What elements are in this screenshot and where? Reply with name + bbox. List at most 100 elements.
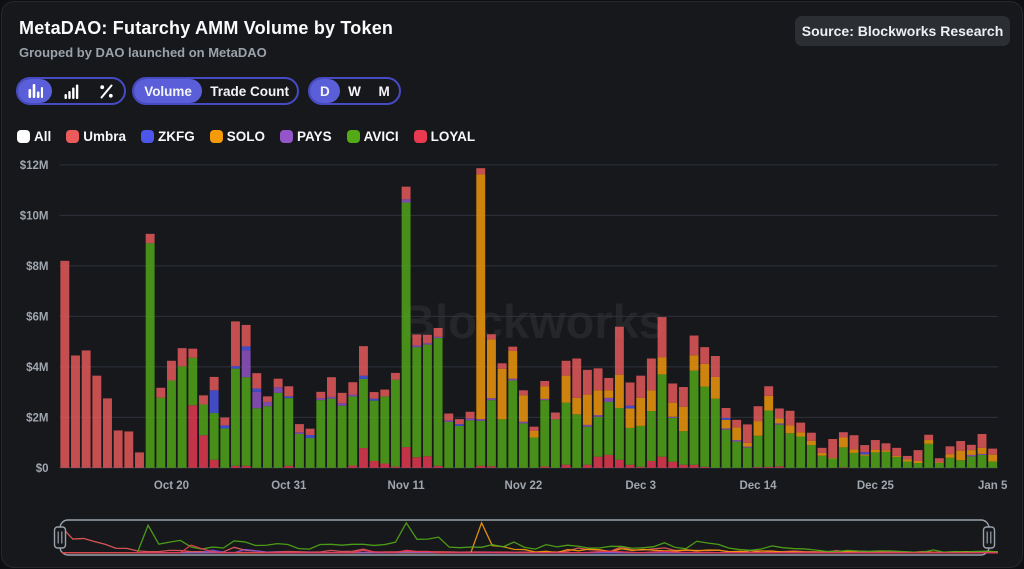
bar-segment-avici-nov-12[interactable] xyxy=(412,347,422,458)
percent-view-button[interactable] xyxy=(90,79,124,103)
bar-segment-umbra-nov-16[interactable] xyxy=(454,419,464,425)
left-brush-handle[interactable] xyxy=(53,526,67,549)
bar-segment-umbra-nov-15[interactable] xyxy=(444,413,454,421)
bar-segment-avici-oct-23[interactable] xyxy=(199,404,208,436)
bar-segment-pays-nov-14[interactable] xyxy=(433,336,443,339)
bar-segment-umbra-dec-12[interactable] xyxy=(732,419,742,428)
bar-segment-avici-jan-2[interactable] xyxy=(956,460,966,468)
bar-segment-pays-dec-12[interactable] xyxy=(732,440,742,442)
bar-segment-avici-dec-17[interactable] xyxy=(785,433,795,468)
bar-segment-solo-dec-16[interactable] xyxy=(774,418,784,424)
legend-item-pays[interactable]: PAYS xyxy=(280,129,332,144)
bar-segment-loyal-oct-27[interactable] xyxy=(241,465,251,468)
bar-segment-loyal-nov-28[interactable] xyxy=(582,464,592,468)
bar-segment-umbra-dec-21[interactable] xyxy=(828,439,838,458)
bar-segment-avici-dec-22[interactable] xyxy=(838,447,848,468)
legend-item-solo[interactable]: SOLO xyxy=(209,129,265,144)
bar-segment-avici-nov-6[interactable] xyxy=(348,396,358,466)
bar-segment-solo-jan-4[interactable] xyxy=(977,447,987,454)
bar-segment-umbra-nov-17[interactable] xyxy=(465,411,475,419)
bar-segment-umbra-oct-12[interactable] xyxy=(81,350,91,468)
bar-segment-solo-dec-24[interactable] xyxy=(860,454,870,456)
bar-segment-pays-nov-13[interactable] xyxy=(422,343,432,345)
bar-segment-avici-dec-8[interactable] xyxy=(689,370,699,465)
bar-segment-solo-nov-22[interactable] xyxy=(518,395,528,422)
bar-segment-umbra-dec-7[interactable] xyxy=(678,387,688,407)
bar-segment-umbra-nov-3[interactable] xyxy=(316,391,326,399)
bar-segment-avici-nov-8[interactable] xyxy=(369,400,379,461)
bar-segment-solo-nov-28[interactable] xyxy=(582,394,592,425)
bar-segment-umbra-nov-23[interactable] xyxy=(529,426,539,431)
bar-segment-avici-oct-25[interactable] xyxy=(220,428,230,468)
bar-segment-umbra-dec-6[interactable] xyxy=(668,383,678,403)
bar-segment-avici-nov-28[interactable] xyxy=(582,426,592,465)
bar-segment-solo-nov-24[interactable] xyxy=(540,386,550,399)
bar-segment-loyal-nov-11[interactable] xyxy=(401,447,411,468)
bar-segment-umbra-oct-21[interactable] xyxy=(177,348,187,367)
bar-segment-solo-dec-21[interactable] xyxy=(828,457,838,459)
bar-segment-solo-nov-20[interactable] xyxy=(497,368,507,420)
bar-segment-umbra-jan-1[interactable] xyxy=(945,446,955,455)
bar-segment-umbra-oct-22[interactable] xyxy=(188,348,198,358)
bar-segment-umbra-nov-6[interactable] xyxy=(348,382,358,395)
bar-segment-umbra-oct-29[interactable] xyxy=(263,396,272,402)
bar-segment-pays-dec-6[interactable] xyxy=(668,416,678,418)
bar-segment-avici-oct-31[interactable] xyxy=(284,398,294,466)
bar-segment-loyal-nov-7[interactable] xyxy=(358,448,368,468)
bar-segment-umbra-nov-8[interactable] xyxy=(369,392,379,399)
bar-segment-avici-jan-1[interactable] xyxy=(945,457,955,468)
bar-segment-solo-dec-17[interactable] xyxy=(785,425,795,434)
bar-segment-umbra-oct-17[interactable] xyxy=(135,452,144,468)
bar-segment-loyal-dec-5[interactable] xyxy=(657,456,667,468)
bar-segment-avici-dec-11[interactable] xyxy=(721,429,731,468)
bar-segment-pays-nov-11[interactable] xyxy=(401,199,411,203)
bar-segment-umbra-nov-14[interactable] xyxy=(433,327,443,337)
bar-segment-solo-dec-30[interactable] xyxy=(924,440,934,444)
bar-segment-umbra-oct-31[interactable] xyxy=(284,386,294,397)
bar-segment-avici-oct-22[interactable] xyxy=(188,357,198,406)
bar-segment-loyal-dec-15[interactable] xyxy=(764,466,774,468)
bar-segment-avici-dec-29[interactable] xyxy=(913,463,923,468)
bar-segment-umbra-dec-17[interactable] xyxy=(785,410,795,426)
bar-segment-solo-dec-10[interactable] xyxy=(710,376,720,399)
bar-segment-solo-dec-5[interactable] xyxy=(657,357,667,375)
bar-segment-avici-dec-26[interactable] xyxy=(881,451,891,468)
bar-segment-loyal-nov-13[interactable] xyxy=(422,456,432,468)
bar-segment-loyal-oct-31[interactable] xyxy=(284,465,294,468)
bar-segment-umbra-nov-22[interactable] xyxy=(518,390,528,396)
bar-segment-avici-nov-22[interactable] xyxy=(518,423,528,468)
bar-segment-loyal-dec-14[interactable] xyxy=(753,467,763,468)
bar-segment-avici-oct-21[interactable] xyxy=(177,366,187,468)
bar-segment-umbra-dec-24[interactable] xyxy=(860,445,870,453)
bar-segment-pays-dec-16[interactable] xyxy=(774,423,784,425)
bar-segment-avici-oct-29[interactable] xyxy=(263,406,272,468)
bar-segment-avici-dec-1[interactable] xyxy=(614,407,624,460)
bar-segment-zkfg-oct-26[interactable] xyxy=(231,366,240,369)
bar-segment-loyal-dec-3[interactable] xyxy=(636,466,646,468)
bar-segment-avici-nov-21[interactable] xyxy=(508,380,518,468)
bar-segment-zkfg-nov-16[interactable] xyxy=(454,424,464,426)
bar-segment-solo-dec-6[interactable] xyxy=(668,402,678,417)
bar-segment-pays-oct-27[interactable] xyxy=(241,350,251,378)
bar-segment-solo-nov-19[interactable] xyxy=(486,339,496,399)
bar-segment-umbra-dec-11[interactable] xyxy=(721,407,731,418)
legend-item-umbra[interactable]: Umbra xyxy=(66,129,126,144)
bar-segment-loyal-oct-26[interactable] xyxy=(231,465,240,468)
bar-segment-pays-nov-6[interactable] xyxy=(348,394,358,397)
bar-segment-avici-nov-29[interactable] xyxy=(593,416,603,457)
bar-segment-avici-dec-14[interactable] xyxy=(753,435,763,468)
grouped-columns-button[interactable] xyxy=(52,79,89,103)
bar-segment-loyal-oct-22[interactable] xyxy=(188,405,198,468)
bar-segment-pays-oct-29[interactable] xyxy=(263,401,272,407)
bar-segment-loyal-nov-8[interactable] xyxy=(369,460,379,468)
bar-segment-avici-dec-25[interactable] xyxy=(870,452,880,468)
bar-segment-umbra-dec-30[interactable] xyxy=(924,434,934,441)
bar-segment-avici-dec-7[interactable] xyxy=(678,431,688,465)
bar-segment-pays-jan-3[interactable] xyxy=(966,454,976,457)
bar-segment-avici-dec-20[interactable] xyxy=(817,455,827,468)
bar-segment-solo-nov-27[interactable] xyxy=(572,397,582,415)
bar-segment-solo-jan-2[interactable] xyxy=(956,450,966,461)
bar-segment-avici-nov-1[interactable] xyxy=(295,433,304,468)
bar-segment-avici-nov-26[interactable] xyxy=(561,402,571,465)
bar-segment-umbra-dec-3[interactable] xyxy=(636,375,646,398)
